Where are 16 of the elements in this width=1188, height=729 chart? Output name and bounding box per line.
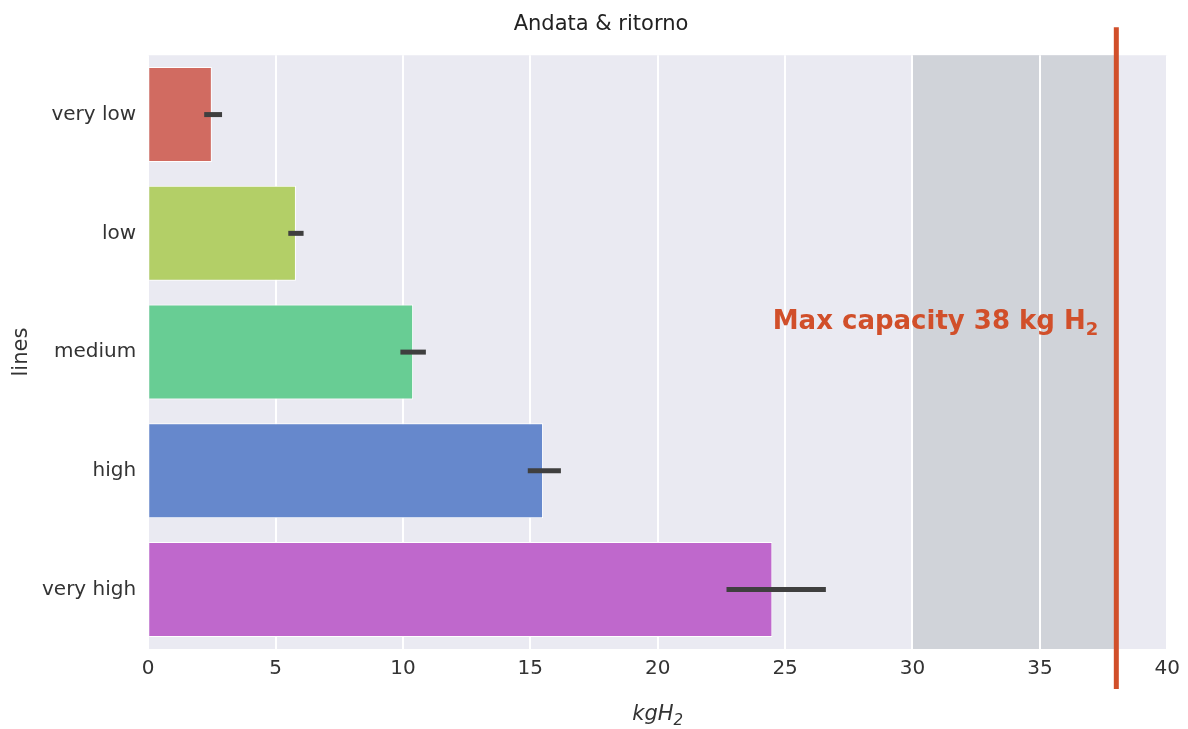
x-tick-label: 25 xyxy=(772,655,798,680)
y-axis-title: lines xyxy=(8,327,33,377)
x-tick-label: 20 xyxy=(644,655,671,680)
y-tick-label: very low xyxy=(51,100,137,125)
x-tick-label: 30 xyxy=(899,655,926,680)
y-tick-label: medium xyxy=(53,338,137,363)
y-tick-label: high xyxy=(92,457,137,482)
x-tick-label: 5 xyxy=(269,655,282,680)
x-tick-label: 35 xyxy=(1027,655,1053,680)
y-tick-label: low xyxy=(102,219,137,244)
y-tick-label: very high xyxy=(41,575,137,600)
x-tick-label: 40 xyxy=(1154,655,1180,680)
x-tick-label: 10 xyxy=(390,655,416,680)
x-tick-label: 0 xyxy=(141,655,155,680)
chart-title: Andata & ritorno xyxy=(513,11,689,36)
x-tick-label: 15 xyxy=(517,655,544,680)
